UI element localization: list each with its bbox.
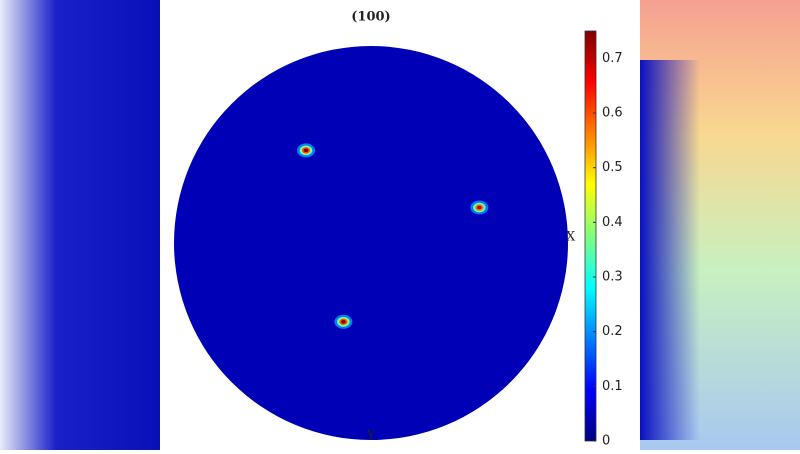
blurred-background bbox=[0, 0, 160, 450]
pole-disk bbox=[174, 46, 568, 440]
peak-level bbox=[341, 320, 346, 324]
colorbar-tick-label: 0.5 bbox=[602, 160, 623, 175]
peak bbox=[334, 314, 353, 329]
y-axis-label: Y bbox=[366, 429, 376, 444]
x-axis-label: X bbox=[566, 230, 576, 245]
blurred-background bbox=[640, 60, 700, 440]
peak-level bbox=[303, 148, 309, 153]
peak bbox=[470, 200, 489, 215]
colorbar-tick-label: 0.1 bbox=[602, 379, 623, 394]
colorbar bbox=[584, 30, 597, 442]
peak bbox=[296, 143, 315, 158]
colorbar-tick-label: 0.4 bbox=[602, 215, 623, 230]
colorbar-tick-label: 0.7 bbox=[602, 51, 623, 66]
colorbar-tick-label: 0 bbox=[602, 434, 610, 449]
colorbar-tick-label: 0.6 bbox=[602, 106, 623, 121]
peak-level bbox=[477, 205, 482, 210]
chart-title: (100) bbox=[351, 10, 390, 25]
colorbar-tick-label: 0.3 bbox=[602, 270, 623, 285]
colorbar-tick-label: 0.2 bbox=[602, 324, 623, 339]
